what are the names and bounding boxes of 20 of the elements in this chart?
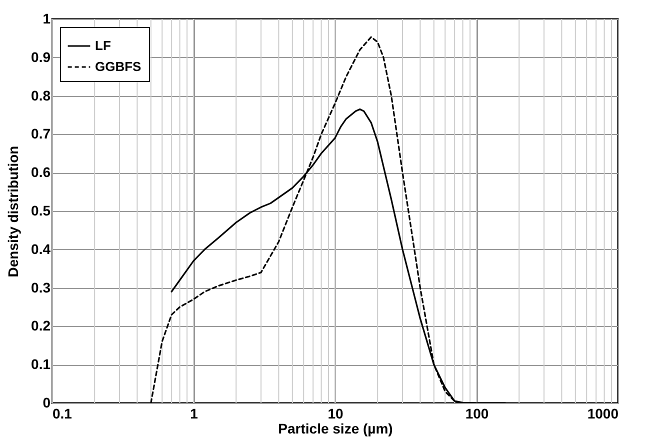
y-tick-label: 0.6 bbox=[31, 164, 51, 180]
y-tick-label: 0 bbox=[42, 394, 51, 410]
y-axis-title: Density distribution bbox=[5, 146, 22, 278]
legend-label: GGBFS bbox=[95, 59, 142, 74]
y-tick-label: 1 bbox=[42, 10, 51, 26]
y-tick-label: 0.7 bbox=[31, 126, 51, 142]
y-tick-label: 0.5 bbox=[31, 202, 51, 218]
y-tick-label: 0.4 bbox=[31, 240, 51, 257]
y-tick-label: 0.3 bbox=[31, 279, 51, 296]
x-tick-label: 0.1 bbox=[52, 406, 72, 422]
x-tick-label: 1000 bbox=[587, 406, 619, 422]
x-tick-label: 10 bbox=[328, 406, 344, 422]
x-tick-label: 1 bbox=[190, 406, 198, 422]
x-tick-label: 100 bbox=[465, 406, 489, 422]
legend-label: LF bbox=[95, 38, 111, 53]
y-tick-label: 0.8 bbox=[31, 87, 51, 104]
x-axis-title: Particle size (µm) bbox=[278, 420, 393, 436]
y-tick-label: 0.1 bbox=[31, 356, 51, 372]
y-tick-label: 0.9 bbox=[31, 48, 51, 65]
y-tick-label: 0.2 bbox=[31, 318, 51, 334]
